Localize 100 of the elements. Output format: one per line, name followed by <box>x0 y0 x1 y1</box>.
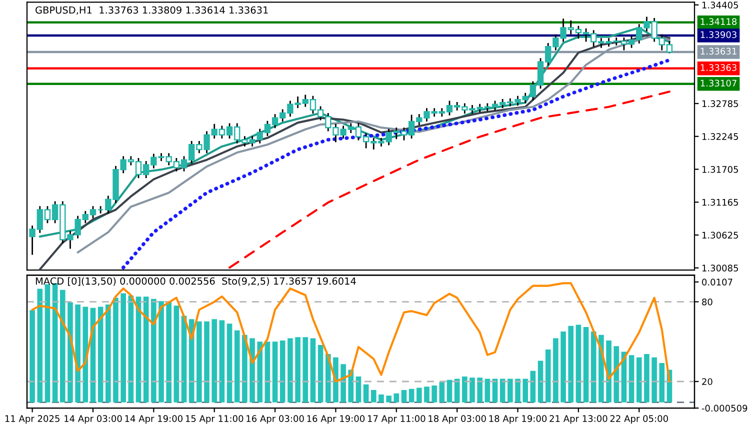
y-tick-label: 20 <box>702 378 712 386</box>
x-tick-label: 11 Apr 2025 <box>5 415 60 424</box>
bar <box>302 337 308 402</box>
y-tick-label: 1.31165 <box>702 198 738 206</box>
bar <box>583 326 589 402</box>
y-tick-label: 1.34405 <box>702 2 738 8</box>
bar <box>219 320 225 402</box>
bar <box>196 321 202 402</box>
ref-line-label: 1.33363 <box>700 64 736 71</box>
bar <box>143 296 149 402</box>
bar <box>363 384 369 402</box>
bar <box>340 364 346 402</box>
bar <box>628 355 634 402</box>
bar <box>370 390 376 402</box>
chart-title: MACD [0](13,50) 0.000000 0.002556 Sto(9,2,5) 17.3657 19.6014 <box>36 277 356 286</box>
ref-line-label: 1.34118 <box>700 18 737 25</box>
bar <box>470 378 475 402</box>
bar <box>394 393 400 402</box>
x-tick-label: 22 Apr 05:00 <box>610 415 668 424</box>
bar <box>280 340 286 402</box>
bar <box>128 295 134 402</box>
bar <box>113 298 118 402</box>
bar <box>644 354 650 402</box>
bar <box>439 382 445 402</box>
bar <box>408 388 414 402</box>
bar <box>37 288 43 402</box>
bar <box>538 360 544 402</box>
ref-line-label: 1.33631 <box>700 48 736 55</box>
bar <box>484 378 490 402</box>
bar <box>500 378 506 402</box>
x-tick-label: 15 Apr 11:00 <box>186 415 244 424</box>
bar <box>378 394 384 402</box>
bar <box>462 376 468 402</box>
x-tick-label: 21 Apr 13:00 <box>550 415 608 424</box>
bar <box>166 302 172 402</box>
bar <box>226 324 232 402</box>
bar <box>454 378 460 402</box>
bar <box>614 346 620 402</box>
bar <box>310 338 316 402</box>
y-tick-label: 80 <box>702 298 712 306</box>
y-tick-label: 1.31705 <box>702 166 738 173</box>
bar <box>553 338 558 402</box>
bar <box>151 298 156 402</box>
bar <box>264 342 270 402</box>
bar <box>356 376 362 402</box>
bar <box>386 396 392 402</box>
y2-tick-label: 0.0107 <box>702 278 732 286</box>
bar <box>530 370 536 402</box>
bar <box>515 378 520 402</box>
bar <box>98 306 104 402</box>
bar <box>250 338 255 402</box>
x-tick-label: 17 Apr 11:00 <box>368 415 426 424</box>
bar <box>416 388 422 402</box>
bar <box>560 331 566 402</box>
y-tick-label: 1.32785 <box>702 100 738 108</box>
y-tick-label: 1.32245 <box>702 133 738 140</box>
x-tick-label: 14 Apr 03:00 <box>64 415 122 424</box>
bar <box>295 337 300 402</box>
chart-title: GBPUSD,H1 1.33763 1.33809 1.33614 1.33631 <box>36 6 268 15</box>
bar <box>568 326 574 402</box>
bar <box>432 385 437 402</box>
y2-tick-label: -0.000509 <box>702 404 748 412</box>
bar <box>545 349 551 402</box>
bar <box>659 362 665 402</box>
bar <box>75 304 80 402</box>
bar <box>257 342 263 402</box>
line-series <box>122 58 672 270</box>
y-tick-label: 1.30085 <box>702 264 738 272</box>
bar <box>288 338 293 402</box>
bar <box>181 316 187 402</box>
bar <box>576 324 582 402</box>
bar <box>318 344 324 402</box>
bar <box>44 284 50 402</box>
bar <box>188 319 194 402</box>
bar <box>136 296 142 402</box>
ref-line-label: 1.33107 <box>700 80 736 87</box>
x-tick-label: 14 Apr 19:00 <box>125 415 183 424</box>
bar <box>508 378 513 402</box>
bar <box>106 304 111 402</box>
bar <box>652 357 657 402</box>
bar <box>522 378 528 402</box>
ref-line-label: 1.33903 <box>700 31 736 38</box>
bar <box>212 319 218 402</box>
x-tick-label: 18 Apr 03:00 <box>428 415 486 424</box>
x-tick-label: 16 Apr 19:00 <box>307 415 365 424</box>
y-tick-label: 1.30625 <box>702 232 738 239</box>
bar <box>424 386 430 402</box>
bar <box>174 306 180 402</box>
x-tick-label: 16 Apr 03:00 <box>246 415 304 424</box>
line-series <box>228 90 671 269</box>
x-tick-label: 18 Apr 19:00 <box>489 415 547 424</box>
bar <box>158 301 164 402</box>
bar <box>272 342 278 402</box>
bar <box>636 357 642 402</box>
bar <box>60 290 66 402</box>
bar <box>204 321 210 402</box>
bar <box>477 378 482 402</box>
bar <box>401 390 407 402</box>
bar <box>120 293 126 402</box>
bar <box>30 310 35 402</box>
